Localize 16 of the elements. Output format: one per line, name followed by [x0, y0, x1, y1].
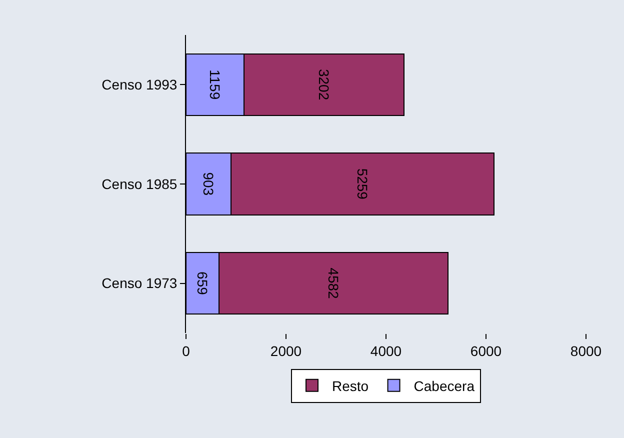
- data-label: 903: [200, 172, 217, 196]
- legend-label: Resto: [332, 378, 369, 394]
- x-tick-label: 2000: [270, 342, 302, 359]
- x-tick-label: 0: [182, 342, 190, 359]
- legend-label: Cabecera: [414, 378, 475, 394]
- x-tick-label: 8000: [570, 342, 602, 359]
- y-tick-label: Censo 1973: [102, 275, 178, 292]
- data-label: 659: [194, 272, 210, 296]
- data-label: 5259: [354, 168, 371, 200]
- data-label: 4582: [326, 268, 342, 300]
- x-tick-label: 6000: [470, 342, 502, 359]
- x-tick-label: 4000: [370, 342, 402, 359]
- y-tick-label: Censo 1993: [102, 76, 178, 93]
- y-tick-label: Censo 1985: [102, 176, 178, 192]
- data-label: 3202: [316, 68, 332, 100]
- data-label: 1159: [206, 70, 223, 100]
